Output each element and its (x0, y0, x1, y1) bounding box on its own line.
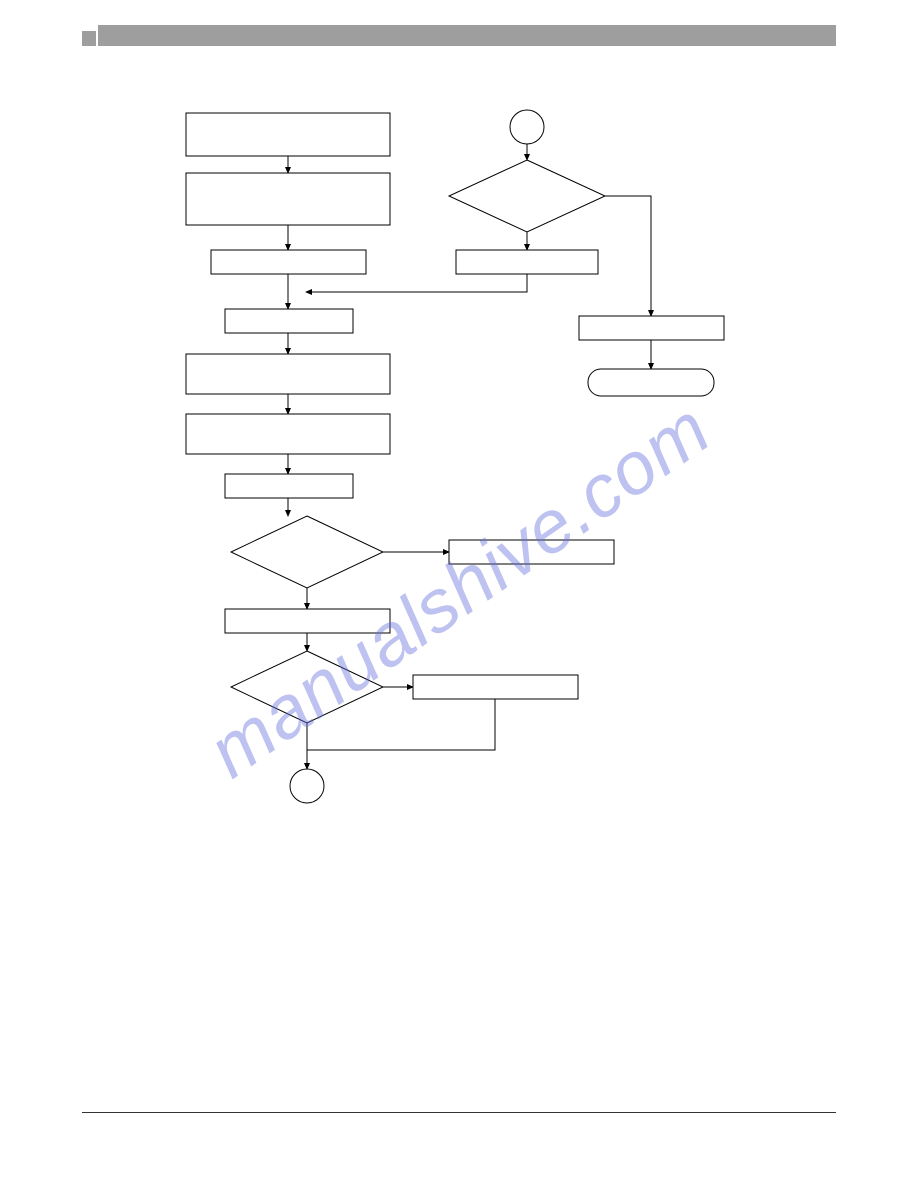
flow-node-n1 (186, 113, 390, 156)
flow-node-n9 (225, 609, 390, 633)
flow-node-d2 (231, 651, 383, 723)
flow-edge (605, 196, 651, 316)
flowchart-canvas (0, 0, 918, 1188)
flow-node-n12 (579, 316, 724, 340)
flow-node-n2 (186, 173, 390, 225)
flow-node-n4 (225, 309, 353, 333)
flow-node-c2 (510, 110, 544, 144)
flow-node-n6 (186, 414, 390, 454)
flow-node-d3 (449, 160, 605, 232)
flow-node-n7 (225, 474, 353, 498)
flow-node-n5 (186, 354, 390, 394)
flow-edge (306, 274, 527, 292)
flow-node-n10 (413, 675, 578, 699)
flow-node-d1 (231, 516, 383, 588)
flow-node-c1 (290, 769, 324, 803)
flow-node-n11 (456, 250, 598, 274)
flow-node-n3 (211, 250, 366, 274)
flow-node-n8 (449, 540, 614, 564)
flow-node-t1 (588, 369, 714, 396)
